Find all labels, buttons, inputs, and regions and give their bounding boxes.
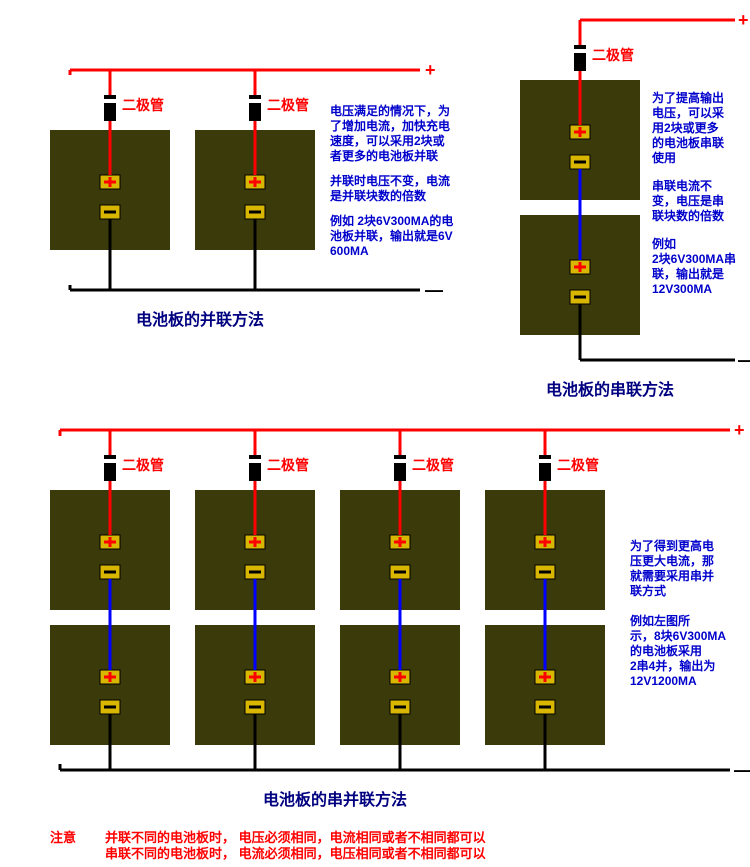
svg-text:为了提高输出: 为了提高输出 (652, 90, 724, 105)
svg-text:是并联块数的倍数: 是并联块数的倍数 (329, 188, 427, 203)
svg-text:2块6V300MA串: 2块6V300MA串 (652, 251, 736, 266)
svg-text:的电池板串联: 的电池板串联 (652, 135, 724, 150)
svg-text:了增加电流，加快充电: 了增加电流，加快充电 (330, 118, 450, 133)
series-parallel-section: 二极管 二极管 二极管 二极管 + — 电池板的串并联方法 为了得到更高电 压更… (50, 420, 750, 809)
svg-text:12V1200MA: 12V1200MA (630, 674, 697, 688)
minus-output: — (425, 280, 443, 300)
svg-text:例如: 例如 (652, 236, 676, 251)
svg-text:压更大电流，那: 压更大电流，那 (630, 553, 714, 568)
diode-label: 二极管 (557, 457, 599, 473)
diode-label: 二极管 (412, 457, 454, 473)
diode-label: 二极管 (267, 457, 309, 473)
series-title: 电池板的串联方法 (546, 380, 674, 399)
svg-text:为了得到更高电: 为了得到更高电 (630, 538, 714, 553)
minus-output: — (734, 760, 750, 780)
diode-label: 二极管 (122, 97, 164, 113)
svg-text:600MA: 600MA (330, 244, 369, 258)
svg-text:联块数的倍数: 联块数的倍数 (652, 208, 725, 223)
svg-text:示，8块6V300MA: 示，8块6V300MA (629, 628, 726, 643)
diode-label: 二极管 (122, 457, 164, 473)
svg-text:变，电压是串: 变，电压是串 (652, 193, 724, 208)
plus-output: + (738, 10, 749, 30)
svg-text:电压，可以采: 电压，可以采 (652, 105, 724, 120)
parallel-desc: 电压满足的情况下，为 了增加电流，加快充电 速度，可以采用2块或 者更多的电池板… (329, 103, 453, 258)
plus-output: + (734, 420, 745, 440)
diagram-root: 二极管 二极管 + — 电池板的并联方法 电压满足的情况下，为 了增加电流，加快… (0, 0, 750, 867)
parallel-section: 二极管 二极管 + — 电池板的并联方法 电压满足的情况下，为 了增加电流，加快… (50, 60, 453, 329)
note-line: 并联不同的电池板时， 电压必须相同，电流相同或者不相同都可以 (105, 830, 486, 845)
svg-text:用2块或更多: 用2块或更多 (651, 120, 719, 135)
svg-text:例如 2块6V300MA的电: 例如 2块6V300MA的电 (330, 213, 453, 228)
note-line: 串联不同的电池板时， 电流必须相同，电压相同或者不相同都可以 (105, 846, 486, 861)
parallel-title: 电池板的并联方法 (136, 310, 264, 329)
plus-output: + (425, 60, 436, 80)
diode-label: 二极管 (592, 47, 634, 63)
svg-text:12V300MA: 12V300MA (652, 282, 712, 296)
minus-output: — (738, 350, 750, 370)
svg-text:串联电流不: 串联电流不 (652, 178, 712, 193)
svg-text:2串4并，输出为: 2串4并，输出为 (630, 658, 715, 673)
series-parallel-desc: 为了得到更高电 压更大电流，那 就需要采用串并 联方式 例如左图所 示，8块6V… (629, 538, 726, 688)
svg-text:的电池板采用: 的电池板采用 (630, 643, 702, 658)
diode-label: 二极管 (267, 97, 309, 113)
svg-text:例如左图所: 例如左图所 (630, 613, 690, 628)
series-section: 二极管 + — 电池板的串联方法 为了提高输出 电压，可以采 用2块或更多 的电… (520, 10, 750, 399)
svg-text:就需要采用串并: 就需要采用串并 (630, 568, 714, 583)
svg-text:池板并联，输出就是6V: 池板并联，输出就是6V (330, 228, 453, 243)
diagram-svg: 二极管 二极管 + — 电池板的并联方法 电压满足的情况下，为 了增加电流，加快… (0, 0, 750, 867)
svg-text:速度，可以采用2块或: 速度，可以采用2块或 (330, 133, 445, 148)
svg-text:电压满足的情况下，为: 电压满足的情况下，为 (330, 103, 450, 118)
svg-text:使用: 使用 (651, 150, 676, 165)
series-parallel-title: 电池板的串并联方法 (263, 790, 407, 809)
note-section: 注意 并联不同的电池板时， 电压必须相同，电流相同或者不相同都可以 串联不同的电… (50, 830, 486, 861)
svg-text:联，输出就是: 联，输出就是 (652, 266, 725, 281)
note-key: 注意 (50, 830, 76, 845)
series-desc: 为了提高输出 电压，可以采 用2块或更多 的电池板串联 使用 串联电流不 变，电… (651, 90, 736, 296)
svg-text:并联时电压不变，电流: 并联时电压不变，电流 (330, 173, 450, 188)
svg-text:联方式: 联方式 (630, 583, 666, 598)
svg-text:者更多的电池板并联: 者更多的电池板并联 (329, 148, 438, 163)
